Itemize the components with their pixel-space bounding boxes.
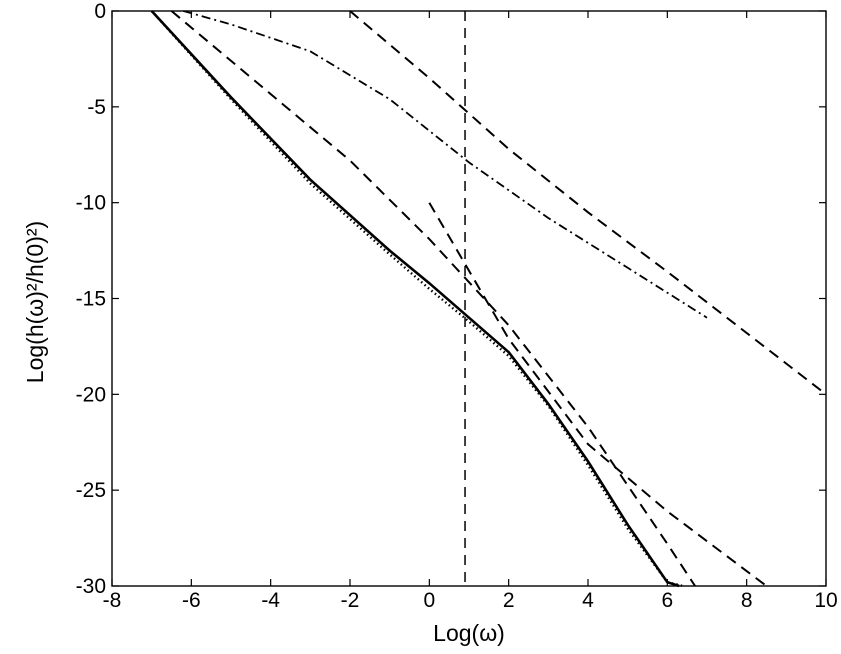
x-tick-label: 4 — [582, 589, 594, 612]
x-tick-label: -4 — [261, 589, 280, 612]
x-tick-label: -8 — [103, 589, 122, 612]
y-tick-label: -10 — [76, 192, 106, 215]
series-line-dashed-4 — [349, 10, 827, 396]
series-line-solid-0 — [150, 10, 680, 588]
series-line-dashdot-5 — [183, 10, 708, 319]
plot-frame — [111, 10, 827, 587]
x-tick-label: 8 — [741, 589, 753, 612]
series-line-dashed-2 — [170, 10, 696, 587]
x-tick-label: 2 — [503, 589, 515, 612]
x-tick-label: 0 — [423, 589, 435, 612]
plot-area: -8 -6 -4 -2 0 2 4 6 8 100-5-10-15-20-25-30 — [76, 0, 838, 612]
y-tick-label: 0 — [94, 0, 106, 23]
y-tick-label: -25 — [76, 479, 106, 502]
x-tick-label: 10 — [814, 589, 837, 612]
y-tick-label: -15 — [76, 288, 106, 311]
x-axis-label: Log(ω) — [433, 620, 505, 646]
x-tick-label: -2 — [341, 589, 360, 612]
y-tick-label: -30 — [76, 575, 106, 598]
x-tick-label: -6 — [182, 589, 201, 612]
y-tick-label: -20 — [76, 383, 106, 406]
y-tick-label: -5 — [87, 96, 106, 119]
x-tick-label: 6 — [661, 589, 673, 612]
series-line-dashed-3 — [428, 202, 768, 587]
y-axis-label: Log(h(ω)²/h(0)²) — [22, 221, 48, 383]
